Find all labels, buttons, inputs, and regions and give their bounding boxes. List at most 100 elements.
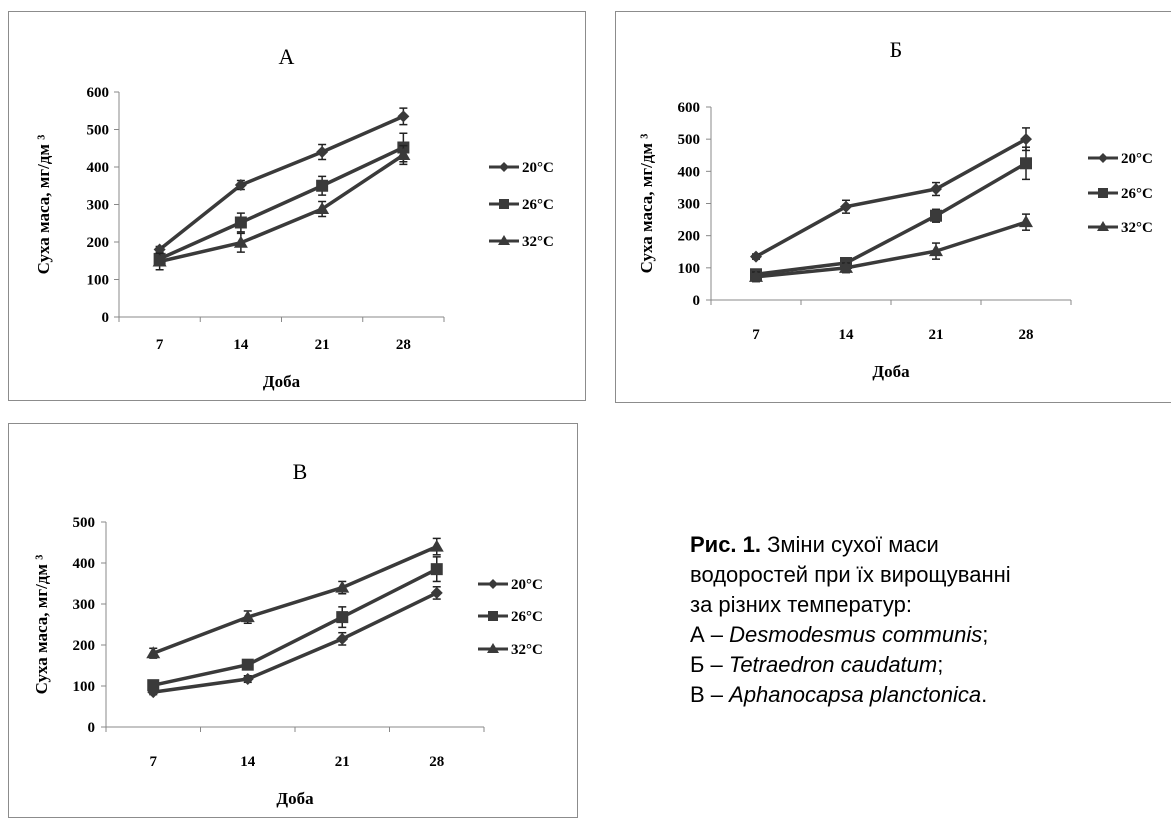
data-point — [750, 250, 762, 263]
series-0 — [153, 107, 410, 256]
x-tick-label: 28 — [429, 754, 444, 770]
data-point — [430, 586, 443, 599]
x-tick-label: 14 — [240, 754, 256, 770]
legend-label: 26°C — [522, 197, 554, 213]
data-point — [930, 183, 942, 196]
caption-item-species: Tetraedron caudatum — [728, 652, 938, 677]
legend-label: 20°C — [1121, 151, 1153, 167]
series-1 — [147, 556, 443, 692]
series-line — [158, 114, 405, 251]
caption-line-1: Рис. 1. Зміни сухої маси — [690, 530, 1160, 560]
caption-line-2: водоростей при їх вирощуванні — [690, 562, 1011, 587]
legend-marker — [488, 611, 498, 621]
y-tick-label: 200 — [678, 229, 701, 245]
data-point — [429, 539, 444, 552]
y-tick-label: 600 — [678, 100, 701, 116]
caption-item-suffix: . — [981, 682, 988, 707]
data-point — [1020, 133, 1032, 146]
y-tick-label: 200 — [87, 235, 110, 251]
legend-marker — [487, 643, 499, 653]
data-point — [233, 235, 248, 248]
x-axis-label: Доба — [263, 372, 301, 391]
x-tick-label: 7 — [156, 337, 164, 353]
caption-item-prefix: А – — [690, 622, 730, 647]
chart-title: В — [293, 459, 308, 484]
series-line — [152, 544, 438, 655]
y-tick-label: 0 — [102, 310, 110, 326]
data-point — [396, 148, 411, 160]
series-line — [159, 153, 405, 264]
data-point — [839, 260, 853, 273]
y-tick-label: 400 — [73, 556, 96, 572]
y-tick-label: 500 — [87, 123, 110, 139]
y-axis-label: Суха маса, мг/дм ³ — [637, 134, 656, 274]
legend-marker — [498, 235, 510, 245]
data-point — [430, 563, 443, 576]
caption-item-prefix: В – — [690, 682, 730, 707]
data-point — [234, 216, 247, 229]
y-tick-label: 400 — [678, 164, 701, 180]
y-tick-label: 500 — [73, 515, 96, 531]
x-tick-label: 21 — [315, 337, 330, 353]
y-tick-label: 300 — [87, 198, 110, 214]
line-chart: А 0 100 200 300 400 500 600 7 14 21 28 Доба Суха маса… — [34, 44, 554, 391]
caption-item-b: Б – Tetraedron caudatum; — [690, 650, 1160, 680]
caption-label: Рис. 1. — [690, 532, 762, 557]
data-point — [315, 202, 330, 214]
x-tick-label: 21 — [929, 327, 944, 343]
y-tick-label: 0 — [88, 720, 96, 736]
series-line — [158, 145, 405, 261]
x-tick-label: 7 — [150, 754, 158, 770]
x-tick-label: 14 — [839, 327, 855, 343]
y-tick-label: 300 — [73, 597, 96, 613]
series-line — [755, 137, 1027, 259]
data-point — [335, 580, 350, 593]
line-chart: Б 0 100 200 300 400 500 600 7 14 21 28 Доба Суха маса… — [637, 37, 1153, 381]
legend-marker — [499, 199, 509, 209]
y-tick-label: 400 — [87, 160, 110, 176]
caption-item-species: Desmodesmus communis — [729, 622, 983, 647]
y-tick-label: 200 — [73, 638, 96, 654]
caption-item-species: Aphanocapsa planctonica — [729, 682, 982, 707]
data-point — [241, 658, 254, 671]
series-2 — [146, 537, 444, 659]
x-tick-label: 28 — [1019, 327, 1034, 343]
x-axis-label: Доба — [276, 789, 314, 808]
legend-marker — [488, 579, 498, 589]
x-tick-label: 28 — [396, 337, 411, 353]
caption-item-c: В – Aphanocapsa planctonica. — [690, 680, 1160, 710]
chart-title: Б — [890, 37, 903, 62]
data-point — [316, 146, 329, 158]
data-point — [240, 610, 255, 623]
data-point — [749, 269, 763, 282]
legend-marker — [1097, 221, 1109, 231]
y-tick-label: 600 — [87, 85, 110, 101]
y-axis-label: Суха маса, мг/дм ³ — [34, 135, 53, 275]
series-line — [755, 220, 1027, 279]
line-chart: В 0 100 200 300 400 500 7 14 21 28 Доба Суха маса, м… — [32, 459, 543, 808]
legend-label: 20°C — [511, 577, 543, 593]
data-point — [1019, 215, 1033, 228]
caption-item-suffix: ; — [982, 622, 989, 647]
series-line — [152, 567, 438, 687]
legend-label: 26°C — [511, 609, 543, 625]
chart-panel-c: В 0 100 200 300 400 500 7 14 21 28 Доба Суха маса, м… — [8, 423, 578, 818]
data-point — [336, 611, 349, 624]
y-tick-label: 100 — [73, 679, 96, 695]
data-point — [316, 179, 329, 192]
chart-panel-b: Б 0 100 200 300 400 500 600 7 14 21 28 Доба Суха маса… — [615, 11, 1171, 403]
data-point — [929, 244, 943, 257]
y-axis-label: Суха маса, мг/дм ³ — [32, 555, 51, 695]
legend-marker — [1098, 188, 1108, 198]
x-tick-label: 21 — [335, 754, 350, 770]
figure-caption: Рис. 1. Зміни сухої маси водоростей при … — [690, 530, 1160, 710]
series-2 — [152, 144, 411, 271]
caption-item-suffix: ; — [937, 652, 944, 677]
chart-title: А — [279, 44, 295, 69]
data-point — [146, 646, 161, 659]
series-1 — [153, 132, 410, 265]
caption-line-1-text: Зміни сухої маси — [761, 532, 939, 557]
series-0 — [750, 127, 1032, 263]
chart-panel-a: А 0 100 200 300 400 500 600 7 14 21 28 Доба Суха маса… — [8, 11, 586, 401]
series-line — [153, 591, 438, 694]
